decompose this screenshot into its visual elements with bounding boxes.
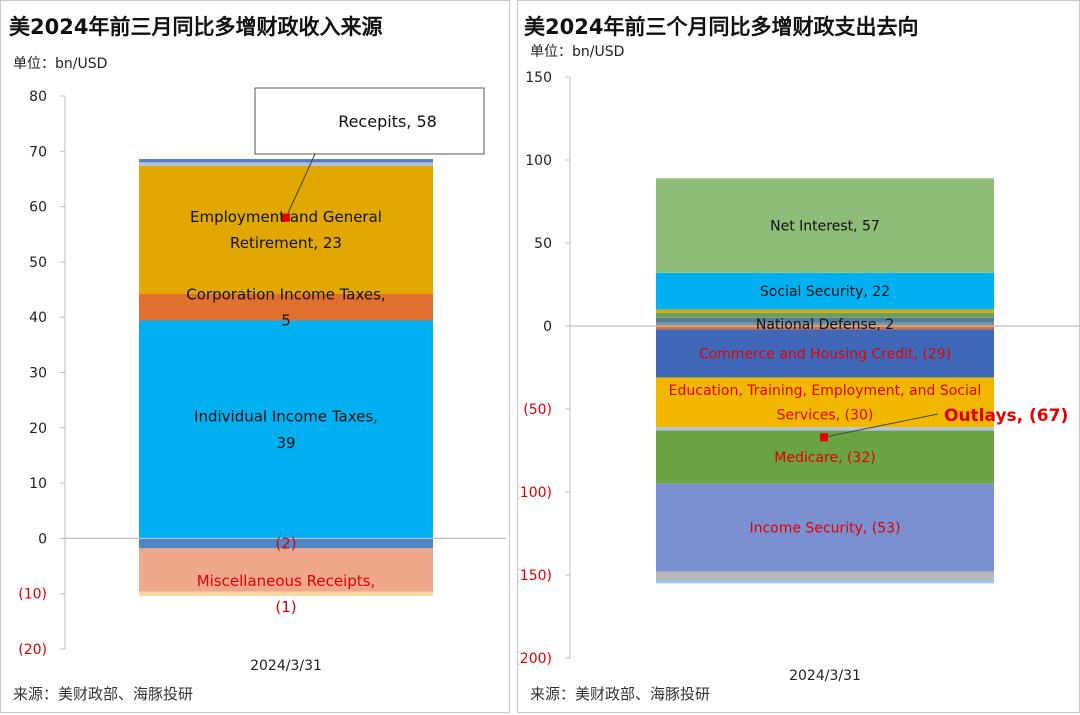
outlays-chart-panel: 美2024年前三个月同比多增财政支出去向 单位：bn/USD 150 100 50 0…: [517, 0, 1080, 713]
receipts-chart-plot: 80 70 60 50 40 30 20 10 0 (10) (20) Individual Inco…: [18, 87, 506, 674]
bar-segment: [139, 293, 433, 321]
callout-leader-line: [285, 153, 316, 218]
y-tick-label: 0: [38, 531, 47, 547]
source-note: 来源：美财政部、海豚投研: [530, 685, 711, 703]
bar-segment: [656, 329, 994, 378]
bar-segment: [656, 272, 994, 310]
bar-segment: [656, 571, 994, 580]
bar-segment: [139, 548, 433, 592]
y-tick-label: 150: [525, 70, 552, 86]
y-tick-label: 70: [29, 144, 47, 160]
bar-segment: [656, 427, 994, 431]
unit-label: 单位：bn/USD: [13, 56, 108, 72]
bar-segment: [656, 317, 994, 323]
bar-segment: [656, 312, 994, 318]
data-label: Social Security, 22: [760, 284, 890, 300]
unit-label: 单位：bn/USD: [530, 44, 625, 60]
bar-segment: [139, 320, 433, 539]
total-marker: [282, 213, 290, 222]
outlays-chart-plot: 150 100 50 0 (50) (100) (150) (200) National Def…: [518, 70, 1080, 684]
bar-segment: [139, 165, 433, 294]
data-label: (2): [275, 535, 296, 553]
x-tick-label: 2024/3/31: [250, 658, 322, 674]
bar-segment: [139, 159, 433, 163]
y-tick-label: 20: [29, 421, 47, 437]
y-tick-label: 100: [525, 153, 552, 169]
bar-segment: [656, 579, 994, 584]
data-label: Income Security, (53): [749, 521, 900, 537]
data-label: Miscellaneous Receipts, (1): [197, 572, 376, 616]
y-tick-label: 50: [534, 236, 552, 252]
data-label: Individual Income Taxes, 39: [194, 408, 378, 452]
y-tick-label: 80: [29, 89, 47, 105]
y-tick-label: 0: [543, 319, 552, 335]
y-tick-label: 40: [29, 310, 47, 326]
data-label: National Defense, 2: [756, 317, 894, 333]
x-tick-label: 2024/3/31: [789, 668, 861, 684]
bar-segment: [139, 538, 433, 549]
y-tick-label: 10: [29, 476, 47, 492]
y-tick-label: 30: [29, 366, 47, 382]
y-tick-label: (200): [518, 651, 552, 667]
y-tick-label: (50): [523, 402, 552, 418]
total-callout-box: [254, 87, 485, 155]
total-marker: [820, 433, 828, 442]
data-label: Corporation Income Taxes, 5: [186, 285, 385, 329]
chart-title: 美2024年前三月同比多增财政收入来源: [9, 15, 383, 39]
bar-segment: [656, 483, 994, 572]
y-tick-label: 50: [29, 255, 47, 271]
data-label: Medicare, (32): [774, 450, 875, 466]
total-label: Recepits, 58: [338, 112, 437, 131]
y-tick-label: (10): [18, 587, 47, 603]
bar-segment: [656, 322, 994, 326]
y-tick-label: 60: [29, 200, 47, 216]
data-label: Commerce and Housing Credit, (29): [699, 346, 951, 362]
data-label: Education, Training, Employment, and Soc…: [669, 383, 982, 424]
bar-segment: [656, 377, 994, 428]
bar-segment: [656, 178, 994, 273]
bar-segment: [656, 326, 994, 330]
data-label: Net Interest, 57: [770, 218, 880, 234]
source-note: 来源：美财政部、海豚投研: [13, 685, 194, 703]
y-tick-label: (20): [18, 642, 47, 658]
receipts-chart-panel: 美2024年前三月同比多增财政收入来源 单位：bn/USD 80 70 60 50 40…: [0, 0, 510, 713]
bar-segment: [139, 591, 433, 596]
bar-segment: [656, 309, 994, 313]
y-tick-label: (150): [518, 568, 552, 584]
callout-leader-line: [823, 413, 939, 438]
bar-segment: [139, 162, 433, 166]
y-tick-label: (100): [518, 485, 552, 501]
total-label: Outlays, (67): [944, 406, 1068, 426]
chart-title: 美2024年前三个月同比多增财政支出去向: [524, 15, 919, 39]
